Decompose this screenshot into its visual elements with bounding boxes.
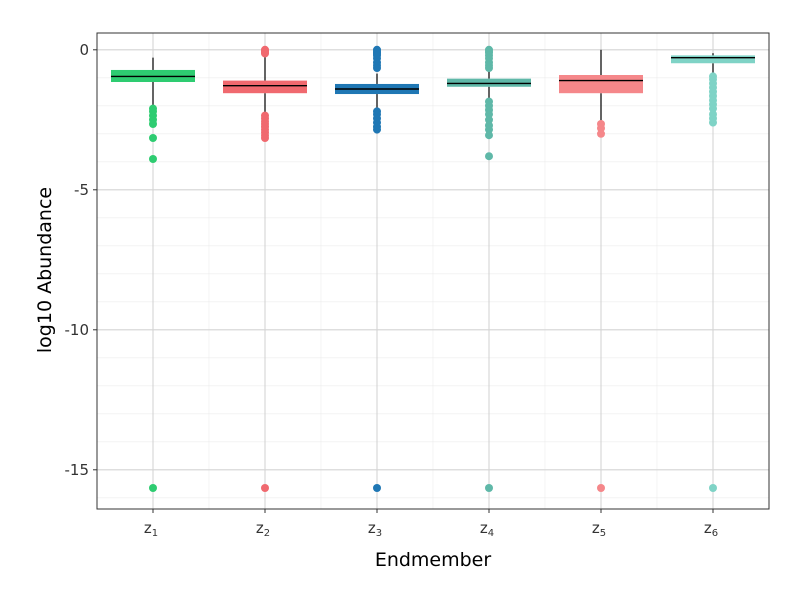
x-tick-label: z3 [368, 519, 382, 539]
outlier-point [485, 484, 493, 492]
x-tick-subscript: 2 [264, 528, 270, 539]
outlier-point [261, 49, 269, 58]
box-group-3 [335, 45, 419, 492]
y-tick-label: 0 [79, 41, 89, 59]
outlier-point [597, 484, 605, 492]
x-tick-subscript: 3 [376, 528, 382, 539]
outlier-point [485, 64, 493, 72]
box-group-2 [223, 45, 307, 492]
x-tick-label: z4 [480, 519, 494, 539]
outlier-point [373, 484, 381, 492]
minor-gridlines [96, 33, 770, 509]
y-tick-label: -5 [74, 181, 89, 199]
x-tick-label: z1 [144, 519, 158, 539]
x-tick-label: z2 [256, 519, 270, 539]
outlier-point [709, 484, 717, 492]
box-group-5 [559, 49, 643, 492]
outlier-point [261, 134, 269, 142]
outlier-point [261, 484, 269, 492]
outlier-point [709, 118, 717, 127]
outlier-point [597, 124, 605, 133]
box-group-4 [447, 45, 531, 492]
outlier-point [149, 120, 157, 128]
box [447, 78, 531, 87]
plot-panel-border [96, 32, 770, 510]
box [559, 75, 643, 94]
box [223, 80, 307, 94]
y-tick-label: -15 [65, 461, 90, 479]
x-axis-ticks: z1 z2 z3 z4 z5 z6 [144, 509, 718, 539]
outlier-point [485, 115, 493, 124]
outlier-point [597, 129, 605, 138]
outlier-point [149, 155, 157, 163]
outlier-point [373, 125, 381, 134]
outlier-point [149, 134, 157, 142]
outlier-point [485, 110, 493, 119]
outlier-point [485, 152, 493, 161]
chart-marks [111, 45, 755, 492]
box-group-1 [111, 57, 195, 492]
x-tick-subscript: 5 [600, 528, 606, 539]
x-tick-subscript: 1 [152, 528, 158, 539]
outlier-point [709, 104, 717, 113]
x-tick-label: z6 [704, 519, 718, 539]
x-axis-title: Endmember [375, 549, 492, 571]
outlier-point [149, 484, 157, 492]
y-axis-ticks: 0 -5 -10 -15 [65, 41, 97, 479]
outlier-point [485, 131, 493, 140]
outlier-point [373, 64, 381, 72]
outlier-point [485, 125, 493, 134]
x-tick-label: z5 [592, 519, 606, 539]
x-tick-subscript: 4 [488, 528, 494, 539]
box-group-6 [671, 53, 755, 492]
x-tick-subscript: 6 [712, 528, 718, 539]
box [671, 55, 755, 64]
y-tick-label: -10 [65, 321, 90, 339]
y-axis-title: log10 Abundance [34, 187, 56, 353]
